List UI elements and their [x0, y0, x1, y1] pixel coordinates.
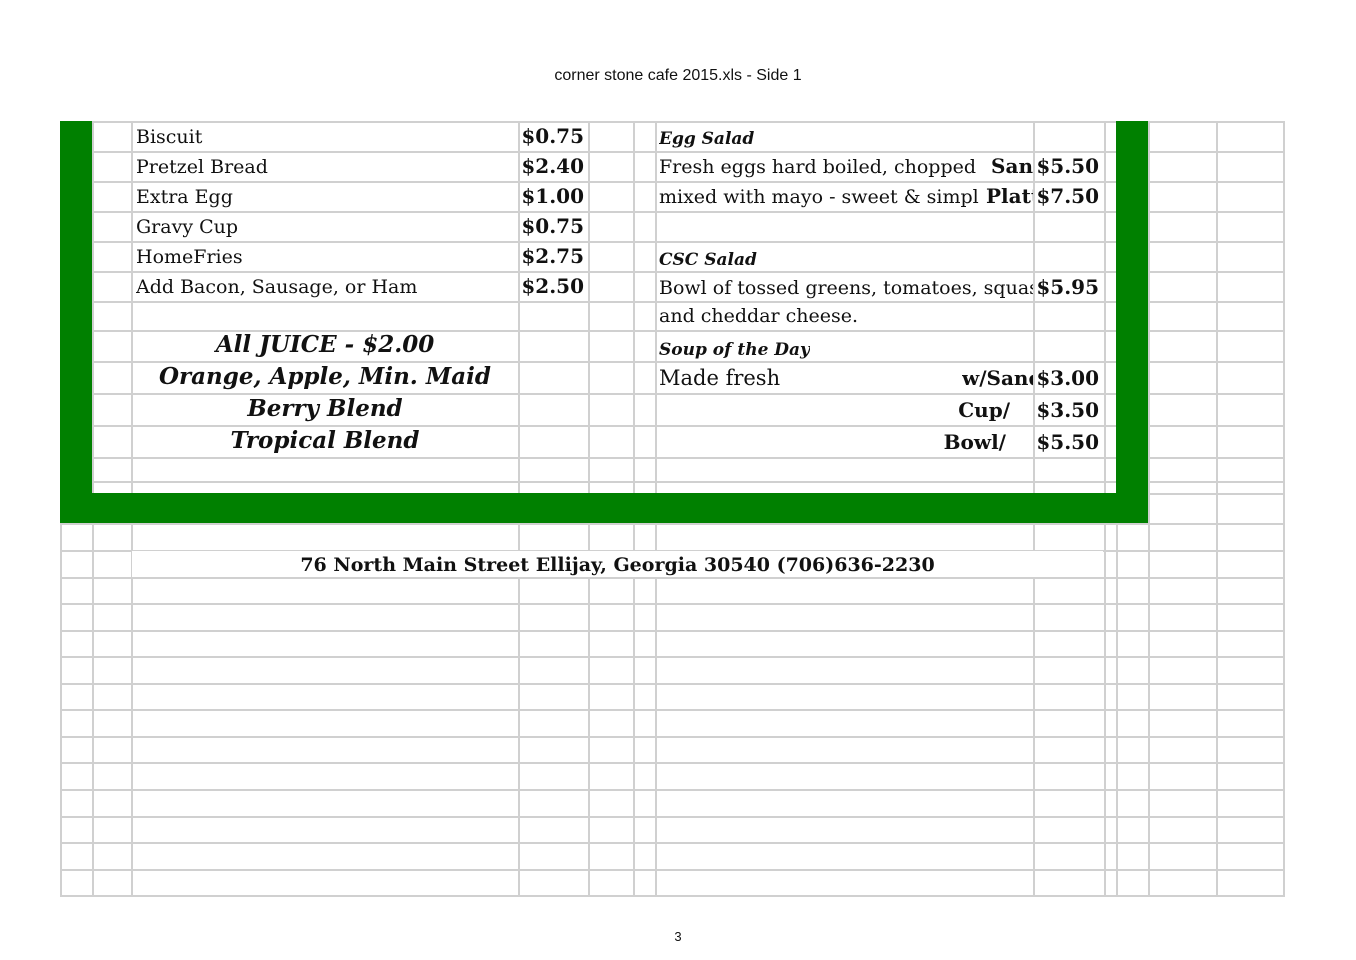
soup-price: $5.50: [1036, 430, 1099, 454]
egg-salad-option: San: [991, 154, 1033, 178]
item-price: $1.00: [521, 184, 584, 208]
grid-row-line: [60, 523, 1285, 525]
item-name: Extra Egg: [136, 186, 233, 208]
juice-heading: All JUICE - $2.00: [215, 331, 435, 358]
grid-row-line: [60, 241, 1285, 243]
soup-price: $3.50: [1036, 398, 1099, 422]
soup-option: w/Sand: [962, 366, 1033, 390]
grid-column-line: [1216, 121, 1218, 897]
grid-row-line: [60, 181, 1285, 183]
green-border-right: [1116, 121, 1148, 523]
address-footer: 76 North Main Street Ellijay, Georgia 30…: [132, 551, 1103, 577]
grid-row-line: [60, 709, 1285, 711]
grid-row-line: [60, 630, 1285, 632]
csc-salad-desc: and cheddar cheese.: [659, 305, 859, 327]
grid-row-line: [60, 301, 1285, 303]
grid-row-line: [60, 816, 1285, 818]
egg-salad-desc: mixed with mayo - sweet & simple.: [659, 186, 979, 208]
soup-desc: Made fresh: [659, 366, 781, 390]
grid-row-line: [60, 457, 1285, 459]
grid-row-line: [60, 736, 1285, 738]
grid-row-line: [60, 121, 1285, 123]
item-price: $2.75: [521, 244, 584, 268]
egg-salad-option: Platt: [986, 184, 1033, 208]
grid-row-line: [60, 393, 1285, 395]
grid-row-line: [60, 656, 1285, 658]
page-header: corner stone cafe 2015.xls - Side 1: [554, 67, 802, 84]
egg-salad-price: $7.50: [1036, 184, 1099, 208]
soup-option: Cup/: [958, 398, 1010, 422]
grid-column-line: [1283, 121, 1285, 897]
grid-row-line: [60, 895, 1285, 897]
item-price: $2.40: [521, 154, 584, 178]
grid-row-line: [60, 683, 1285, 685]
grid-row-line: [60, 869, 1285, 871]
grid-row-line: [60, 842, 1285, 844]
item-name: HomeFries: [136, 246, 243, 268]
grid-row-line: [60, 151, 1285, 153]
juice-line: Orange, Apple, Min. Maid: [158, 363, 492, 390]
egg-salad-title: Egg Salad: [659, 129, 755, 149]
soup-price: $3.00: [1036, 366, 1099, 390]
grid-row-line: [60, 271, 1285, 273]
csc-salad-desc: Bowl of tossed greens, tomatoes, squashe…: [659, 277, 1033, 299]
grid-row-line: [60, 603, 1285, 605]
egg-salad-desc: Fresh eggs hard boiled, chopped and: [659, 156, 979, 178]
green-border-left: [60, 121, 92, 523]
soup-option: Bowl/: [943, 430, 1006, 454]
item-price: $0.75: [521, 214, 584, 238]
item-price: $0.75: [521, 124, 584, 148]
juice-line: Berry Blend: [247, 395, 403, 422]
egg-salad-price: $5.50: [1036, 154, 1099, 178]
page-number: 3: [674, 929, 682, 944]
grid-row-line: [60, 211, 1285, 213]
grid-row-line: [60, 425, 1285, 427]
csc-salad-title: CSC Salad: [659, 250, 757, 270]
item-name: Gravy Cup: [136, 216, 239, 238]
grid-row-line: [60, 762, 1285, 764]
green-border-bottom: [60, 493, 1148, 523]
item-price: $2.50: [521, 274, 584, 298]
juice-line: Tropical Blend: [230, 427, 420, 454]
item-name: Pretzel Bread: [136, 156, 268, 178]
item-name: Add Bacon, Sausage, or Ham: [136, 276, 418, 298]
grid-row-line: [60, 577, 1285, 579]
grid-row-line: [60, 481, 1285, 483]
grid-row-line: [60, 330, 1285, 332]
grid-row-line: [60, 789, 1285, 791]
soup-title: Soup of the Day: [659, 340, 810, 360]
grid-column-line: [1148, 121, 1150, 897]
grid-row-line: [60, 361, 1285, 363]
csc-salad-price: $5.95: [1036, 275, 1099, 299]
item-name: Biscuit: [136, 126, 203, 148]
